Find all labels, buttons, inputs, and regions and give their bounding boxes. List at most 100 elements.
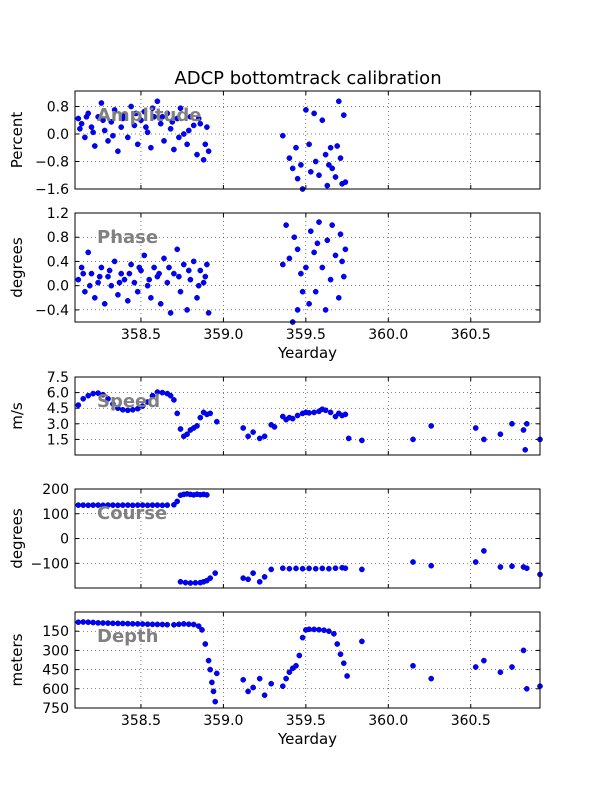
y-tick-label: 300 xyxy=(42,643,69,659)
data-point xyxy=(286,155,293,161)
data-point xyxy=(149,392,156,399)
data-point xyxy=(187,580,194,586)
data-point xyxy=(100,391,106,398)
panel-depth: 358.5 359.0 359.5 360.0 360.5 150 300 450 600 750… xyxy=(8,611,543,748)
data-point xyxy=(195,623,202,629)
data-point xyxy=(207,410,214,417)
data-point xyxy=(312,158,319,165)
data-point xyxy=(279,565,286,572)
data-point xyxy=(148,294,154,301)
data-point xyxy=(321,627,327,634)
data-point xyxy=(199,627,205,633)
data-point xyxy=(85,392,92,399)
data-point xyxy=(340,660,347,667)
data-point xyxy=(110,132,116,139)
data-point xyxy=(299,565,306,572)
data-point xyxy=(299,288,306,295)
data-point xyxy=(359,638,365,645)
data-point xyxy=(95,620,101,626)
data-point xyxy=(340,112,347,118)
data-point xyxy=(101,127,108,134)
data-point xyxy=(159,389,166,396)
data-point xyxy=(298,162,304,168)
data-point xyxy=(91,294,98,301)
data-point xyxy=(101,300,108,307)
data-point xyxy=(82,288,88,295)
x-tick-label: 359.0 xyxy=(203,713,243,729)
data-point xyxy=(105,138,111,144)
data-point xyxy=(192,579,199,586)
data-point xyxy=(75,619,82,626)
data-point xyxy=(271,424,278,430)
data-point xyxy=(119,115,126,122)
data-point xyxy=(261,574,268,580)
data-point xyxy=(78,264,85,271)
data-point xyxy=(428,675,435,682)
y-tick-label: 150 xyxy=(42,624,69,640)
data-point xyxy=(322,407,329,414)
data-point xyxy=(90,502,96,508)
data-point xyxy=(509,563,515,570)
y-tick-label: 0.0 xyxy=(47,127,69,143)
data-point xyxy=(156,270,162,277)
data-point xyxy=(182,579,189,586)
data-point xyxy=(306,141,312,148)
data-point xyxy=(106,267,113,274)
data-point xyxy=(138,117,144,124)
y-tick-label: 1.2 xyxy=(47,206,69,222)
data-point xyxy=(326,628,332,635)
data-point xyxy=(334,143,341,149)
data-point xyxy=(324,182,331,189)
x-tick-label: 358.5 xyxy=(121,713,161,729)
data-point xyxy=(326,162,332,168)
data-point xyxy=(174,410,181,417)
data-point xyxy=(177,288,184,295)
data-point xyxy=(410,559,416,565)
y-tick-label: 0 xyxy=(60,532,69,548)
data-point xyxy=(481,657,487,664)
data-point xyxy=(428,562,435,569)
data-point xyxy=(481,548,487,554)
data-point xyxy=(209,679,215,686)
data-point xyxy=(157,300,164,307)
data-point xyxy=(497,564,504,570)
data-point xyxy=(131,122,138,129)
data-point xyxy=(250,429,256,435)
data-point xyxy=(311,626,317,633)
data-point xyxy=(121,276,128,283)
data-point xyxy=(108,119,115,125)
data-point xyxy=(207,575,214,581)
data-point xyxy=(141,108,148,115)
data-point xyxy=(105,395,111,402)
data-point xyxy=(136,264,143,271)
y-axis-label: degrees xyxy=(8,237,26,298)
data-point xyxy=(167,125,174,132)
plot-frame xyxy=(74,376,541,456)
data-point xyxy=(115,148,121,155)
y-tick-label: 0.4 xyxy=(47,254,69,270)
data-point xyxy=(334,641,341,647)
plot-frame xyxy=(74,488,541,589)
data-point xyxy=(303,264,309,271)
data-point xyxy=(268,566,275,573)
data-point xyxy=(184,307,190,313)
data-point xyxy=(88,270,95,277)
data-point xyxy=(176,621,182,628)
data-point xyxy=(410,662,416,669)
data-point xyxy=(207,666,214,673)
data-point xyxy=(339,258,345,265)
data-point xyxy=(306,565,312,572)
y-tick-label: 750 xyxy=(42,701,69,717)
data-point xyxy=(187,113,194,120)
data-point xyxy=(256,435,263,442)
panel-course: 200 100 0 −100 Course degrees xyxy=(8,482,543,589)
data-point xyxy=(110,401,116,407)
data-point xyxy=(205,148,212,155)
data-point xyxy=(154,98,161,105)
y-axis-label: m/s xyxy=(8,402,26,430)
data-point xyxy=(345,435,352,442)
data-point xyxy=(212,570,219,576)
data-point xyxy=(337,651,344,658)
data-point xyxy=(340,273,347,280)
data-point xyxy=(98,100,105,106)
